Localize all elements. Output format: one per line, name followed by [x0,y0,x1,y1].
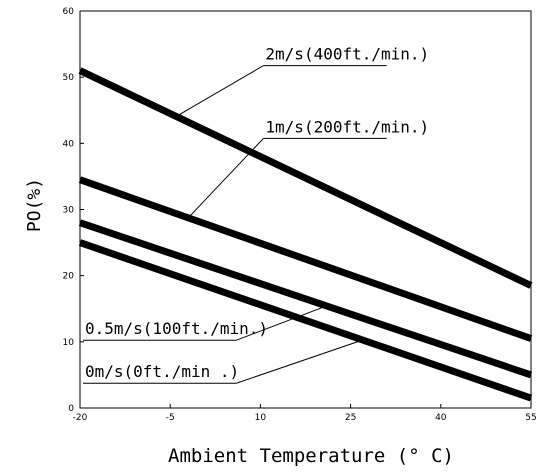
y-tick-label: 20 [63,272,75,282]
y-tick-label: 40 [63,139,75,149]
annotation-leader [236,305,327,341]
y-tick-label: 10 [63,338,75,348]
x-tick-label: 10 [255,413,267,423]
series-label-3: 0m/s(0ft./min .) [85,362,239,381]
series-layer [78,67,533,402]
ticks-layer: 0 10 20 30 40 50 60 -20 -5 10 25 40 55 [63,7,537,423]
x-tick-label: 40 [435,413,447,423]
y-tick-label: 0 [68,404,74,414]
x-tick-label: 25 [345,413,356,423]
y-tick-label: 60 [63,7,75,17]
series-line-0 [78,67,533,289]
annotation-leader [187,138,264,219]
y-tick-label: 50 [63,73,75,83]
series-line-2 [78,219,533,379]
annotation-leader [175,65,264,117]
x-axis-title: Ambient Temperature (° C) [168,445,454,467]
series-label-2: 0.5m/s(100ft./min.) [85,319,268,338]
series-line-1 [78,176,533,342]
annotation-leader [236,339,363,384]
annotation-layer: 2m/s(400ft./min.) 1m/s(200ft./min.) 0.5m/s… [83,45,429,384]
series-line-3 [78,239,533,402]
y-axis-title: PO(%) [24,178,45,232]
series-label-0: 2m/s(400ft./min.) [265,45,429,64]
y-tick-label: 30 [63,206,75,216]
x-tick-label: -5 [166,413,175,423]
x-tick-label: -20 [73,413,88,423]
x-tick-label: 55 [525,413,536,423]
series-label-1: 1m/s(200ft./min.) [265,117,429,136]
